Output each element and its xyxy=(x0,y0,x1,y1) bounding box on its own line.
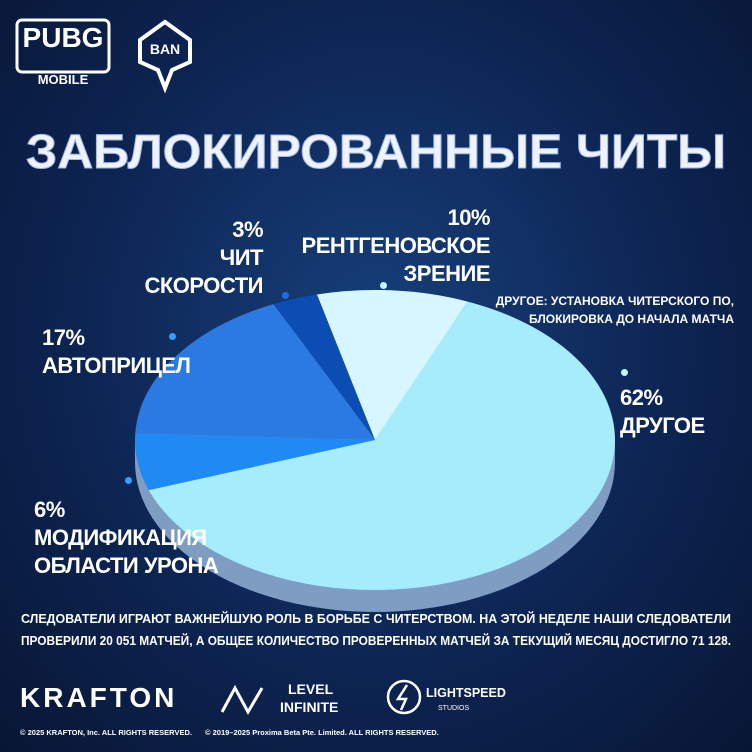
slice-label: 62% ДРУГОЕ xyxy=(620,384,740,440)
chart-title: ЗАБЛОКИРОВАННЫЕ ЧИТЫ xyxy=(26,126,726,179)
value-label: 3% xyxy=(232,217,263,242)
footer-text: ПРОВЕРИЛИ 20 051 МАТЧЕЙ, А ОБЩЕЕ КОЛИЧЕС… xyxy=(21,633,731,648)
level-logo: LEVEL xyxy=(288,681,334,697)
slice-label: 17% АВТОПРИЦЕЛ xyxy=(42,324,222,380)
krafton-logo: KRAFTON xyxy=(20,682,177,713)
pie xyxy=(135,290,615,612)
pie-slice xyxy=(135,304,375,440)
label-dot xyxy=(380,282,387,289)
lightspeed-logo: LIGHTSPEED xyxy=(426,686,506,700)
label-dot xyxy=(621,369,628,376)
ban-emblem xyxy=(138,19,192,94)
label-dot xyxy=(169,333,176,340)
value-label: 6% xyxy=(34,497,65,522)
mobile-logo: MOBILE xyxy=(38,72,89,87)
copyright: © 2025 KRAFTON, Inc. ALL RIGHTS RESERVED… xyxy=(20,728,192,737)
level-infinite-mark xyxy=(220,684,264,716)
slice-label: 6% МОДИФИКАЦИЯ ОБЛАСТИ УРОНА xyxy=(34,496,234,580)
category-label: ЧИТ СКОРОСТИ xyxy=(144,245,263,298)
pie-slice xyxy=(316,290,468,440)
label-dot xyxy=(282,292,289,299)
value-label: 17% xyxy=(42,325,85,350)
pubg-logo: PUBG xyxy=(23,22,104,53)
annotation: ДРУГОЕ: УСТАНОВКА ЧИТЕРСКОГО ПО, БЛОКИРО… xyxy=(495,294,734,326)
lightspeed-bolt xyxy=(395,684,409,711)
pie-slice xyxy=(135,433,375,491)
footer-text: СЛЕДОВАТЕЛИ ИГРАЮТ ВАЖНЕЙШУЮ РОЛЬ В БОРЬ… xyxy=(21,611,731,626)
studios-logo: STUDIOS xyxy=(438,705,469,712)
pubg-logo-frame xyxy=(15,18,111,74)
infinite-logo: INFINITE xyxy=(280,699,338,715)
slice-label: 10% РЕНТГЕНОВСКОЕ ЗРЕНИЕ xyxy=(290,204,491,288)
category-label: ДРУГОЕ xyxy=(620,413,705,438)
value-label: 62% xyxy=(620,385,663,410)
category-label: РЕНТГЕНОВСКОЕ ЗРЕНИЕ xyxy=(301,233,491,286)
value-label: 10% xyxy=(447,205,490,230)
category-label: АВТОПРИЦЕЛ xyxy=(42,353,191,378)
pie-slice xyxy=(148,301,615,590)
ban-logo: BAN xyxy=(150,41,180,57)
slice-label: 3% ЧИТ СКОРОСТИ xyxy=(133,216,263,300)
pie-slice xyxy=(273,294,375,440)
category-label: МОДИФИКАЦИЯ ОБЛАСТИ УРОНА xyxy=(34,525,219,578)
lightspeed-mark xyxy=(386,679,422,715)
copyright: © 2019–2025 Proxima Beta Pte. Limited. A… xyxy=(205,728,439,737)
label-dot xyxy=(125,477,132,484)
